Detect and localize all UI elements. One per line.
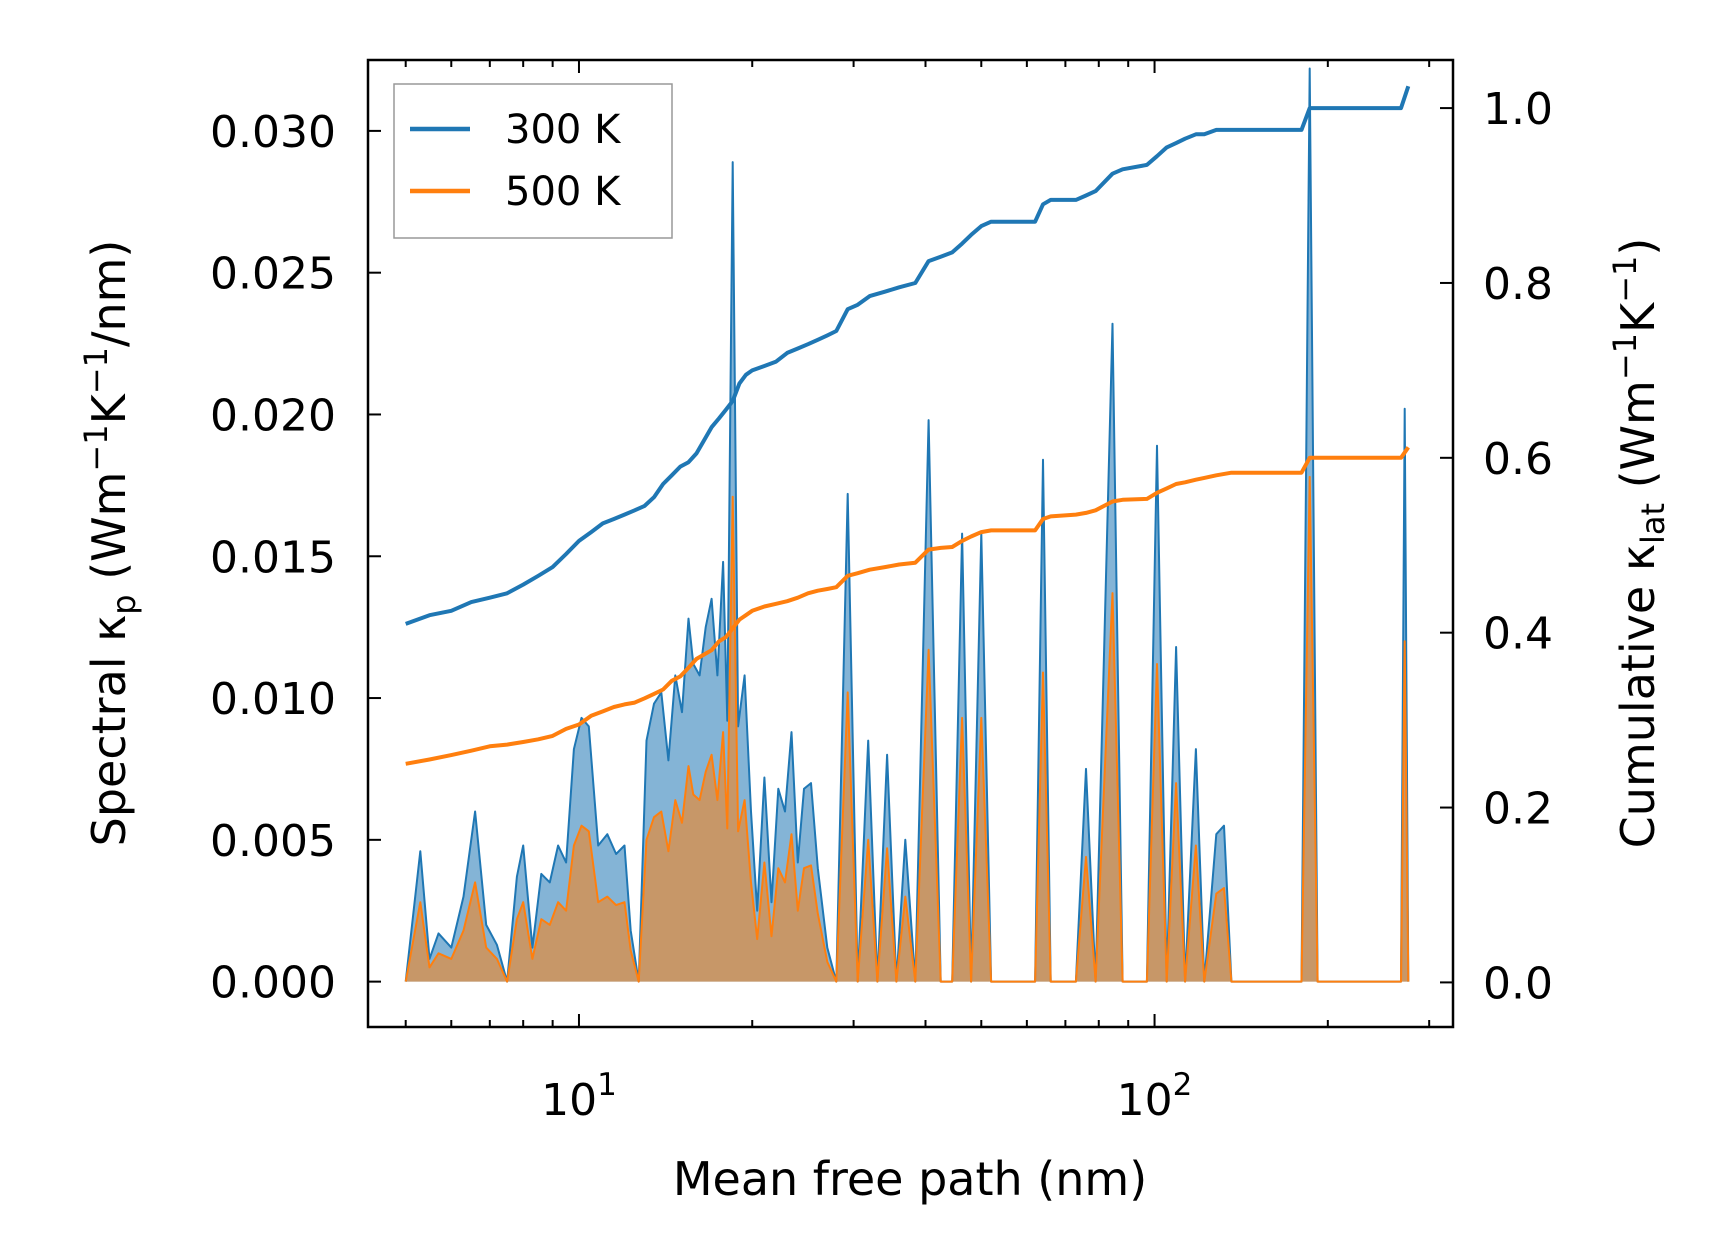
- cumulative-line-300k: [405, 85, 1411, 626]
- y-right-title-units-open: (Wm: [1611, 380, 1665, 503]
- y-right-title-units-mid: K: [1611, 301, 1665, 333]
- spectral-line-500k: [404, 475, 1410, 983]
- y-left-tick-label: 0.015: [210, 532, 336, 583]
- y-right-title-superscript-2: −1: [1606, 256, 1644, 303]
- legend-label-500k: 500 K: [505, 169, 622, 215]
- y-right-tick-label: 0.0: [1483, 958, 1553, 1009]
- y-axis-right-title: Cumulative κlat (Wm−1K−1): [1606, 238, 1672, 849]
- y-left-title-superscript-1: −1: [77, 424, 115, 471]
- spectral-area-500k: [405, 476, 1409, 982]
- y-left-tick-label: 0.030: [210, 107, 336, 158]
- y-right-tick-label: 0.6: [1483, 434, 1553, 485]
- y-left-title-main: Spectral κ: [82, 615, 136, 847]
- y-left-title-subscript: p: [105, 594, 143, 614]
- y-left-title-units-open: (Wm: [82, 472, 136, 595]
- y-left-tick-label: 0.000: [210, 958, 336, 1009]
- legend-label-300k: 300 K: [505, 107, 622, 153]
- y-left-title-superscript-2: −1: [77, 347, 115, 394]
- y-right-title-units-close: ): [1611, 238, 1665, 256]
- y-left-title-units-mid: K: [82, 392, 136, 424]
- y-right-tick-label: 0.4: [1483, 609, 1553, 660]
- cumulative-layer: [405, 85, 1411, 766]
- plot-frame: [366, 58, 1455, 1029]
- y-axis-left-title: Spectral κp (Wm−1K−1/nm): [77, 240, 143, 847]
- x-tick-label: 102: [1117, 1067, 1193, 1126]
- y-right-tick-label: 0.2: [1483, 784, 1553, 835]
- cumulative-line-500k: [405, 446, 1410, 766]
- x-tick-label: 101: [541, 1067, 617, 1126]
- y-left-title-units-close: /nm): [82, 240, 136, 347]
- legend-frame: [393, 83, 673, 239]
- y-right-title-superscript-1: −1: [1606, 333, 1644, 380]
- y-left-tick-label: 0.020: [210, 390, 336, 441]
- x-axis-title: Mean free path (nm): [673, 1152, 1147, 1206]
- y-right-title-main: Cumulative κ: [1611, 544, 1665, 848]
- y-left-tick-label: 0.005: [210, 816, 336, 867]
- spectral-layer: [404, 67, 1410, 983]
- labels-layer: 101 1020.0000.0050.0100.0150.0200.0250.03…: [210, 84, 1553, 1126]
- y-right-tick-label: 1.0: [1483, 84, 1553, 135]
- y-left-tick-label: 0.010: [210, 674, 336, 725]
- y-right-title-subscript: lat: [1634, 503, 1672, 544]
- y-right-tick-label: 0.8: [1483, 259, 1553, 310]
- y-left-tick-label: 0.025: [210, 249, 336, 300]
- legend: 300 K 500 K: [393, 83, 673, 239]
